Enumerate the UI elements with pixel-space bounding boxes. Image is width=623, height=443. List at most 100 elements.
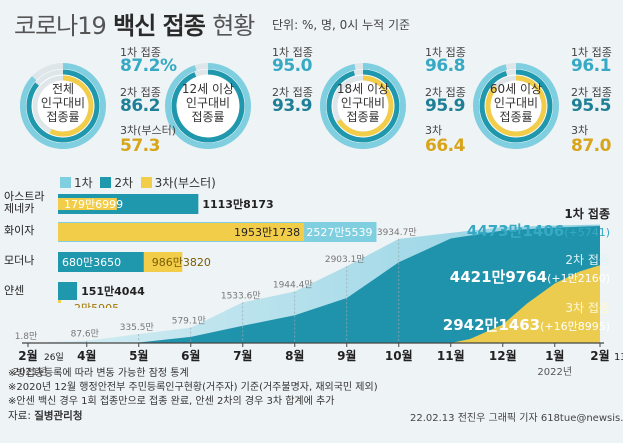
end-value: 4473만1406 [467,222,564,240]
title-part-1: 코로나19 [14,12,107,40]
x-tick-label: 8월 [285,348,304,363]
end-label-dose1: 1차 접종 [564,206,610,221]
ring-dose3 [485,75,547,137]
page-title: 코로나19 백신 접종 현황 [14,6,255,41]
source-name: 질병관리청 [34,410,83,422]
ring-center [168,66,248,146]
x-tick-label: 4월 [77,348,96,363]
ring-dose2 [26,69,100,143]
bar-label-dose2: 151만4044 [81,284,145,298]
x-tick-label: 2월 [18,348,37,363]
x-tick-label: 6월 [181,348,200,363]
bar-category-label: 제네카 [4,202,34,215]
rate-value: 66.4 [425,136,465,156]
ring-title-line: 인구대비 [494,96,538,110]
bar-category-label: 화이자 [4,224,34,237]
end-delta: (+5741) [564,226,610,239]
ring-dose1 [165,63,251,149]
legend-label-dose3: 3차(부스터) [154,176,216,190]
rate-value: 95.5 [571,96,611,116]
footnote: ※안센 백신 경우 1회 접종만으로 접종 완료, 안센 2차의 경우 3차 합… [8,396,335,407]
ring-title-line: 접종률 [46,110,79,124]
ring-title-line: 인구대비 [186,96,230,110]
bar-moderna-dose2 [58,252,144,272]
rate-label: 3차 [425,124,443,137]
rate-label: 1차 접종 [571,46,612,59]
annotation-label: 3934.7만 [377,227,417,238]
bar-janssen-dose1 [58,282,78,300]
end-delta: (+16만8995) [540,320,610,333]
bar-category-label: 아스트라 [4,190,44,203]
bar-label-dose2: 1113만8173 [202,197,273,211]
rate-value: 86.2 [120,96,160,116]
rate-label: 2차 접종 [571,86,612,99]
annotation-label: 1.8만 [15,331,38,342]
rate-value: 93.9 [272,96,312,116]
ring-dose2 [171,69,245,143]
bar-label-dose3: 179만6999 [64,198,123,211]
rate-value: 96.1 [571,56,611,76]
bar-label-dose1: 2527만5539 [306,226,372,239]
year-label: 2022년 [537,366,572,378]
bar-label-dose3: 2만5905 [74,302,119,308]
ring-title-line: 접종률 [499,110,532,124]
rate-label: 1차 접종 [425,46,466,59]
legend: 1차 2차 3차(부스터) [60,174,216,191]
legend-swatch-dose2 [100,177,112,188]
rate-label: 1차 접종 [120,46,161,59]
annotation-label: 335.5만 [120,322,154,333]
unit-note: 단위: %, 명, 0시 누적 기준 [272,18,411,32]
bar-pfizer-dose3 [58,223,305,241]
ring-title-line: 접종률 [191,110,224,124]
bar-category-label: 모더나 [4,254,34,267]
ring-dose2 [326,69,400,143]
end-value-dose3: 2942만1463(+16만8995) [443,316,610,334]
end-value-dose2: 4421만9764(+1만2160) [450,268,610,286]
ring-title-line: 18세 이상 [337,82,389,96]
end-delta: (+1만2160) [547,272,610,285]
first-tick-day: 26일 [44,352,64,363]
x-tick-label: 10월 [385,348,413,363]
rate-value: 87.0 [571,136,611,156]
legend-swatch-dose3 [140,177,152,188]
annotation-label: 1533.6만 [221,290,261,301]
legend-swatch-dose1 [60,177,71,188]
rate-value: 95.9 [425,96,465,116]
ring-title-line: 접종률 [346,110,379,124]
credit: 22.02.13 전진우 그래픽 기자 618tue@newsis.com [410,413,623,424]
end-label-dose2: 2차 접종 [565,253,610,267]
x-tick-label: 9월 [337,348,356,363]
end-value-dose1: 4473만1406(+5741) [467,222,610,240]
x-tick-label: 5월 [129,348,148,363]
rate-label: 2차 접종 [120,86,161,99]
x-tick-label: 11월 [437,348,465,363]
x-tick-label: 12월 [489,348,517,363]
ring-dose1 [320,63,406,149]
rate-label: 2차 접종 [272,86,313,99]
ring-title-line: 60세 이상 [490,82,542,96]
end-label-dose3: 3차 접종 [565,301,610,315]
x-tick-label: 7월 [233,348,252,363]
ring-dose2 [479,69,553,143]
rate-label: 3차(부스터) [120,124,177,137]
legend-label-dose1: 1차 [74,176,93,190]
ring-dose3 [49,75,94,137]
rate-value: 57.3 [120,136,160,156]
ring-title-line: 인구대비 [41,96,85,110]
ring-dose3 [336,75,394,137]
rate-value: 96.8 [425,56,465,76]
rate-value: 87.2% [120,56,177,76]
end-value: 4421만9764 [450,268,547,286]
bar-category-label: 얀센 [4,283,24,297]
bar-label-dose2: 1953만1738 [234,226,300,239]
ring-title-line: 전체 [52,82,74,96]
rate-label: 3차 [571,124,589,137]
footnote: ※방접종등록에 따라 변동 가능한 잠정 통계 [8,368,189,379]
footnote: ※2020년 12월 행정안전부 주민등록인구현황(거주자) 기준(거주불명자,… [8,382,378,393]
year-label: 2021년 [13,366,48,378]
rate-label: 2차 접종 [425,86,466,99]
